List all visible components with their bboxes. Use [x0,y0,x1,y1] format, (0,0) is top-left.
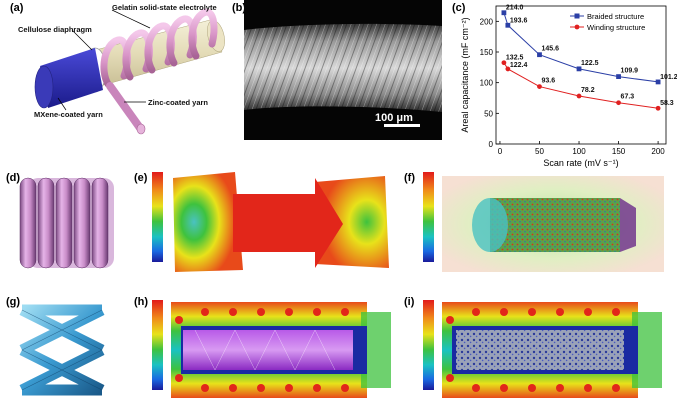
panel-label-a: (a) [10,2,24,14]
y-tick-label: 150 [480,48,494,57]
data-point [505,66,511,72]
x-tick-label: 0 [498,147,503,156]
data-label: 101.2 [660,74,677,81]
mxene-label: MXene-coated yarn [34,110,103,119]
x-tick-label: 50 [535,147,544,156]
plot-frame [495,5,667,145]
y-axis-label: Areal capacitance (mF cm⁻²) [460,17,470,132]
legend-label-winding: Winding structure [587,23,645,32]
data-label: 109.9 [621,68,639,75]
data-point [537,84,542,89]
scale-bar-label: 100 μm [375,112,413,124]
data-label: 58.3 [660,100,674,107]
diaphragm-leader-line [71,29,93,51]
data-point [616,100,621,106]
data-label: 145.6 [541,46,559,53]
panel-label-f: (f) [404,172,415,184]
data-point [501,60,507,66]
data-label: 132.5 [506,55,524,62]
legend-marker-winding [574,24,580,30]
field-simulation-winding [173,172,389,272]
data-label: 78.2 [581,87,595,94]
panel-label-b: (b) [232,2,247,14]
x-tick-label: 150 [612,147,626,156]
panel-label-h: (h) [134,296,149,308]
colour-scale-i [423,300,434,390]
legend-label-braided: Braided structure [587,12,644,21]
colour-scale-h [152,300,163,390]
mxene-leader-line [57,97,67,111]
capacitance-chart: 0 50 100 150 200 0 50 100 150 200 214.0 193.6 145.6… [460,5,677,168]
data-point [655,79,661,85]
electrolyte-leader-line [111,9,151,29]
panel-label-i: (i) [404,296,415,308]
y-tick-label: 50 [484,109,493,118]
data-point [576,93,582,99]
panel-label-c: (c) [452,2,466,14]
coil-model-render [19,177,114,269]
scale-bar [384,124,420,127]
field-simulation-winding-yarn [442,176,664,272]
braid-model-render [19,304,105,396]
y-tick-label: 0 [489,140,494,149]
sem-image [244,0,442,140]
data-label: 122.4 [510,62,528,69]
legend: Braided structure Winding structure [570,12,645,32]
data-label: 93.6 [541,78,555,85]
field-simulation-braided-yarn [442,302,662,398]
colour-scale-e [152,172,163,262]
device-schematic [34,8,225,135]
field-simulation-braided [171,302,391,398]
y-tick-label: 200 [480,17,494,26]
electrolyte-label: Gelatin solid-state electrolyte [112,3,217,12]
colour-scale-f [423,172,434,262]
data-point [655,105,661,111]
zinc-label: Zinc-coated yarn [148,98,209,107]
data-point [537,52,542,58]
x-tick-label: 100 [572,147,586,156]
data-point [616,74,621,79]
panel-label-d: (d) [6,172,21,184]
data-label: 122.5 [581,60,599,67]
diaphragm-label: Cellulose diaphragm [18,25,92,34]
panel-label-g: (g) [6,296,21,308]
data-label: 67.3 [621,94,635,101]
data-point [505,22,511,28]
x-tick-label: 200 [651,147,665,156]
panel-label-e: (e) [134,172,148,184]
data-point [501,10,507,16]
legend-marker-braided [574,13,580,19]
y-tick-label: 100 [480,79,494,88]
data-point [576,66,582,72]
x-axis-label: Scan rate (mV s⁻¹) [543,158,618,168]
data-label: 214.0 [506,5,524,12]
data-label: 193.6 [510,17,528,24]
